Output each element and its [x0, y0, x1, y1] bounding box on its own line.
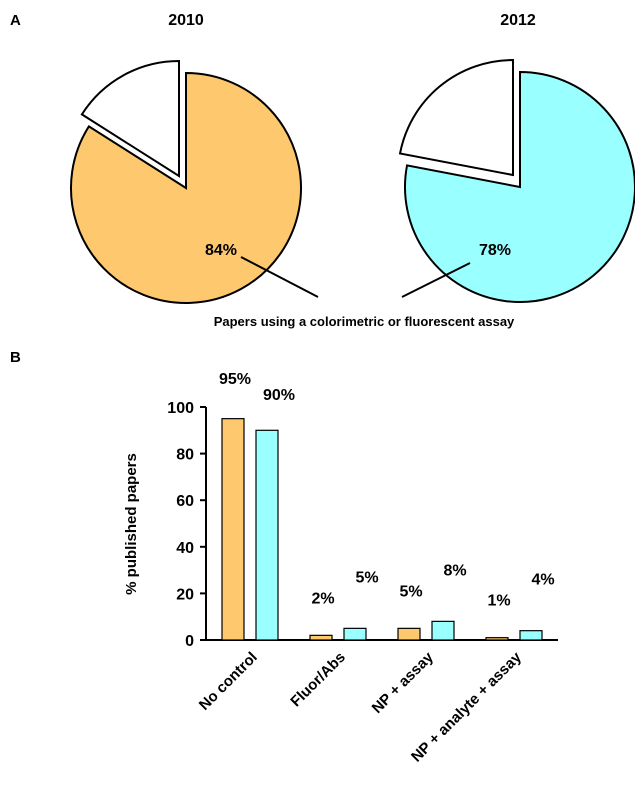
bar-chart-value-labels: 95% 90% 2% 5% 5% 8% 1% 4%	[219, 371, 555, 610]
bar-chart-bars	[221, 418, 543, 641]
pie-2010-percent-label: 84%	[205, 242, 237, 259]
bar-chart-y-ticks: 0 20 40 60 80 100	[167, 400, 206, 650]
bar-value-label-2012-3: 4%	[531, 572, 554, 589]
y-tick-label: 20	[176, 586, 194, 603]
bar-2010-0	[221, 418, 245, 641]
pie-2010-callout-line	[240, 256, 319, 298]
pie-2010	[70, 59, 302, 304]
pie-2010-slice-0	[70, 71, 302, 304]
pie-2012-title: 2012	[500, 12, 536, 29]
panel-a-caption: Papers using a colorimetric or fluoresce…	[214, 314, 515, 329]
bar-2012-2	[431, 620, 455, 641]
category-label-2: NP + assay	[369, 648, 438, 717]
bar-value-label-2010-0: 95%	[219, 371, 251, 388]
panel-a-label: A	[10, 12, 21, 29]
bar-value-label-2010-3: 1%	[487, 593, 510, 610]
bar-2012-3	[519, 630, 543, 641]
pie-2012-percent-label: 78%	[479, 242, 511, 259]
panel-b-label: B	[10, 349, 21, 366]
pie-2010-slice-1	[80, 59, 180, 178]
y-tick-label: 100	[167, 400, 194, 417]
bar-value-label-2010-1: 2%	[311, 590, 334, 607]
bar-2010-1	[309, 634, 333, 641]
pie-2010-title: 2010	[168, 12, 204, 29]
y-tick-label: 60	[176, 493, 194, 510]
bar-value-label-2012-0: 90%	[263, 387, 295, 404]
bar-value-label-2012-2: 8%	[443, 562, 466, 579]
y-tick-label: 80	[176, 447, 194, 464]
pie-2012-slice-1	[398, 58, 514, 177]
bar-2010-2	[397, 627, 421, 641]
bar-value-label-2012-1: 5%	[355, 569, 378, 586]
bar-2010-3	[485, 637, 509, 641]
pie-2012-callout-line	[401, 262, 471, 298]
y-tick-label: 0	[185, 633, 194, 650]
category-label-0: No control	[196, 649, 261, 714]
bar-value-label-2010-2: 5%	[399, 583, 422, 600]
bar-2012-1	[343, 627, 367, 641]
y-tick-label: 40	[176, 540, 194, 557]
pie-2012-slice-0	[404, 70, 635, 303]
category-label-1: Fluor/Abs	[287, 649, 349, 711]
bar-2012-0	[255, 429, 279, 641]
pie-2012	[398, 58, 635, 303]
bar-chart-y-axis-label: % published papers	[123, 453, 140, 595]
